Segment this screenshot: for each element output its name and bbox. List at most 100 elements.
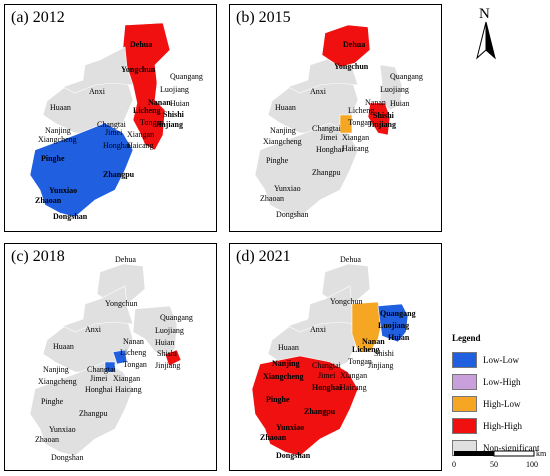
map-panel-2021: (d) 2021 Dehua Yongchun Quangang Luojian… [229,243,442,471]
panel-title: (b) 2015 [236,9,291,26]
region-nonsig [254,122,359,218]
label-anxi: Anxi [310,87,327,96]
label-dongshan: Dongshan [51,453,83,462]
label-zhangpu: Zhangpu [312,168,340,177]
legend-swatch-high-high [452,418,477,434]
legend-item-high-low: High-Low [452,393,548,415]
label-changtai: Changtai [97,120,127,129]
label-nanan: Nanan [362,337,385,346]
label-honghai: Honghai [85,385,113,394]
label-luojiang: Luojiang [155,326,184,335]
region-high-high [251,355,359,457]
label-yunxiao: Yunxiao [276,423,304,432]
label-pinghe: Pinghe [266,156,289,165]
label-tongan: Tongan [348,357,372,366]
legend-swatch-high-low [452,396,477,412]
label-haicang: Haicang [340,383,367,392]
label-quangang: Quangang [380,309,416,318]
label-xiangan: Xiangan [127,130,154,139]
region-high-low [339,114,353,134]
label-yongchun: Yongchun [105,299,138,308]
labels-2018: Dehua Yongchun Quangang Luojiang Anxi Na… [35,255,193,462]
scale-segment [454,451,494,456]
region-nonsig [62,46,134,94]
region-high-high [164,349,182,367]
map-panel-2018: (c) 2018 Dehua Yongchun Quangang Luojian… [4,243,217,471]
label-licheng: Licheng [120,348,146,357]
north-letter: N [479,6,490,22]
region-shapes-2018 [29,263,182,457]
region-nonsig [62,285,134,333]
label-quangang: Quangang [170,72,203,81]
label-luojiang: Luojiang [380,85,409,94]
scale-tick: 0 [452,460,456,469]
legend-label: High-Low [483,399,521,409]
label-nanjing: Nanjing [43,365,69,374]
label-nanjing: Nanjing [270,126,296,135]
region-high-high [367,102,391,136]
label-xiangcheng: Xiangcheng [263,372,303,381]
label-dehua: Dehua [115,255,136,264]
panel-title: (a) 2012 [11,9,65,26]
label-nanan: Nanan [365,98,386,107]
map-2012 [29,22,171,218]
label-yongchun: Yongchun [334,62,369,71]
legend-label: High-High [483,421,522,431]
legend-item-high-high: High-High [452,415,548,437]
map-2015 [254,24,403,218]
label-shishi: Shishi [374,349,395,358]
north-arrow-icon [476,21,496,60]
label-nanjing: Nanjing [45,126,71,135]
label-tongan: Tongan [140,118,164,127]
scale-segment [493,450,535,457]
region-low-low [377,303,409,343]
label-yunxiao: Yunxiao [49,186,77,195]
label-changtai: Changtai [312,361,342,370]
labels-2015: Dehua Yongchun Quangang Anxi Luojiang Na… [260,40,423,219]
region-shapes-2021 [251,263,409,457]
label-pinghe: Pinghe [41,397,64,406]
label-zhaoan: Zhaoan [35,435,59,444]
scale-unit: km [536,449,547,458]
label-yongchun: Yongchun [121,65,156,74]
legend-label: Low-High [483,377,521,387]
label-huaan: Huaan [53,342,74,351]
region-high-low [351,301,383,353]
legend-title: Legend [452,333,481,343]
label-shishi: Shishi [373,111,395,120]
label-licheng: Licheng [348,106,374,115]
legend-item-low-low: Low-Low [452,349,548,371]
scale-bar: 0 50 100 km [452,449,547,469]
label-shishi: Shishi [157,349,178,358]
label-huaan: Huaan [275,103,296,112]
label-shishi: Shishi [163,110,185,119]
label-tongan: Tongan [123,360,147,369]
region-low-low [104,361,116,373]
label-dehua: Dehua [343,40,365,49]
map-panel-2015: (b) 2015 Dehua Yongchun Quangang Anxi Lu… [229,4,442,232]
label-jimei: Jimei [105,128,123,137]
map-panel-2012: (a) 2012 Dehua Yongchun Quangang Anxi Lu… [4,4,217,232]
label-huian: Huian [388,333,410,342]
label-jinjiang: Jinjiang [155,361,180,370]
label-pinghe: Pinghe [266,395,290,404]
panel-title: (c) 2018 [11,248,65,265]
label-dehua: Dehua [130,40,152,49]
label-zhaoan: Zhaoan [260,194,284,203]
label-dongshan: Dongshan [276,210,308,219]
label-nanan: Nanan [123,337,144,346]
legend-swatch-low-low [452,352,477,368]
label-jimei: Jimei [320,133,338,142]
legend-swatch-low-high [452,374,477,390]
region-shapes-2012 [29,22,171,218]
label-honghai: Honghai [316,145,344,154]
label-luojiang: Luojiang [378,321,409,330]
legend-label: Low-Low [483,355,519,365]
label-licheng: Licheng [133,106,161,115]
region-low-low [112,349,128,365]
label-anxi: Anxi [310,325,327,334]
label-yongchun: Yongchun [330,297,363,306]
label-jinjiang: Jinjiang [155,120,183,129]
map-2021 [251,263,409,457]
label-quangang: Quangang [160,313,193,322]
